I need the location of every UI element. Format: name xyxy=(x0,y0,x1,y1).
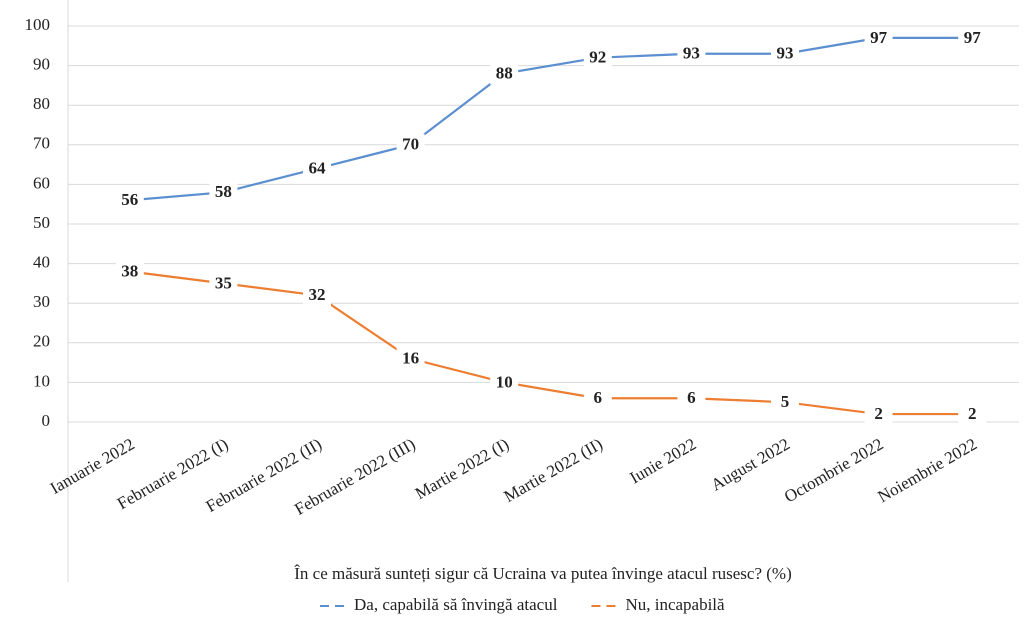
data-label: 2 xyxy=(968,404,977,423)
y-tick-label: 90 xyxy=(33,55,50,74)
x-tick-label: Octombrie 2022 xyxy=(781,434,887,506)
data-label-bg xyxy=(396,133,425,156)
data-label-bg xyxy=(864,26,893,49)
data-label-group: 56 xyxy=(115,189,144,212)
data-label-bg xyxy=(958,26,987,49)
data-label-group: 97 xyxy=(864,26,893,49)
data-label-group: 93 xyxy=(771,42,799,65)
data-label-bg xyxy=(677,42,706,65)
data-label-group: 38 xyxy=(115,260,144,283)
data-label-bg xyxy=(209,272,238,295)
data-label-bg xyxy=(490,62,519,85)
data-label: 6 xyxy=(594,388,603,407)
y-tick-label: 70 xyxy=(33,134,50,153)
data-label: 32 xyxy=(309,285,326,304)
data-label-group: 58 xyxy=(209,181,238,204)
y-tick-label: 50 xyxy=(33,213,50,232)
data-label: 88 xyxy=(496,63,513,82)
data-label-group: 35 xyxy=(209,272,238,295)
data-label-bg xyxy=(583,46,612,69)
x-tick-label: August 2022 xyxy=(708,434,793,494)
data-label: 64 xyxy=(309,158,327,177)
y-tick-label: 10 xyxy=(33,371,50,390)
x-tick-label: Martie 2022 (II) xyxy=(501,434,606,506)
y-tick-label: 40 xyxy=(33,253,50,272)
x-tick-label: Noiembrie 2022 xyxy=(875,434,981,506)
data-label-bg xyxy=(864,403,893,426)
data-label-group: 64 xyxy=(303,157,331,180)
data-label-bg xyxy=(677,387,706,410)
data-label: 10 xyxy=(496,372,513,391)
data-label-group: 70 xyxy=(396,133,425,156)
y-tick-label: 100 xyxy=(25,15,51,34)
series-line xyxy=(129,270,973,416)
legend-label: Da, capabilă să învingă atacul xyxy=(354,595,558,614)
data-label: 97 xyxy=(964,28,982,47)
data-label: 5 xyxy=(781,392,790,411)
data-label: 92 xyxy=(589,48,606,67)
x-tick-label: Iunie 2022 xyxy=(626,434,699,487)
data-label-group: 2 xyxy=(958,403,987,426)
data-label: 58 xyxy=(215,182,232,201)
series-line xyxy=(129,36,973,202)
y-tick-label: 60 xyxy=(33,173,50,192)
y-tick-label: 80 xyxy=(33,94,50,113)
y-tick-label: 30 xyxy=(33,292,50,311)
data-label-group: 93 xyxy=(677,42,706,65)
x-tick-label: Ianuarie 2022 xyxy=(47,434,138,497)
x-tick-label: Martie 2022 (I) xyxy=(412,434,512,503)
y-tick-label: 0 xyxy=(42,411,51,430)
y-tick-label: 20 xyxy=(33,332,50,351)
data-label: 16 xyxy=(402,349,419,368)
x-axis-title: În ce măsură sunteți sigur că Ucraina va… xyxy=(294,564,792,583)
data-label-group: 6 xyxy=(677,387,706,410)
data-label: 93 xyxy=(683,44,700,63)
data-label: 70 xyxy=(402,135,419,154)
data-label-bg xyxy=(771,42,799,65)
data-label-bg xyxy=(115,260,144,283)
data-label-group: 10 xyxy=(490,371,519,394)
data-label-bg xyxy=(303,284,331,307)
data-label-group: 92 xyxy=(583,46,612,69)
data-label-bg xyxy=(209,181,238,204)
data-label-bg xyxy=(958,403,987,426)
legend-label: Nu, incapabilă xyxy=(625,595,725,614)
data-label: 6 xyxy=(687,388,696,407)
data-label: 93 xyxy=(777,44,794,63)
data-label-bg xyxy=(583,387,612,410)
data-label-group: 32 xyxy=(303,284,331,307)
data-label-bg xyxy=(396,347,425,370)
data-label-bg xyxy=(490,371,519,394)
data-label-bg xyxy=(771,391,799,414)
data-label: 2 xyxy=(874,404,883,423)
data-label-group: 2 xyxy=(864,403,893,426)
data-label-group: 88 xyxy=(490,62,519,85)
data-label: 56 xyxy=(121,190,138,209)
data-label-group: 5 xyxy=(771,391,799,414)
data-label-group: 6 xyxy=(583,387,612,410)
data-label: 38 xyxy=(121,261,138,280)
data-label: 97 xyxy=(870,28,888,47)
data-label-bg xyxy=(115,189,144,212)
data-label-bg xyxy=(303,157,331,180)
data-label: 35 xyxy=(215,273,232,292)
data-label-group: 16 xyxy=(396,347,425,370)
data-label-group: 97 xyxy=(958,26,987,49)
